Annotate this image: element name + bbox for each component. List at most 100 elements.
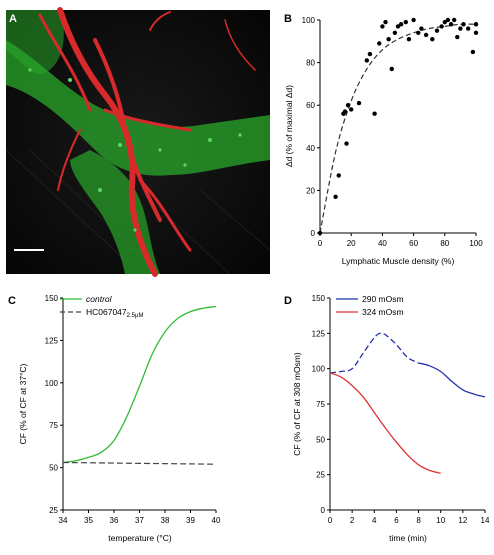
chart-b-point [403,19,408,25]
chart-b-point [317,230,323,236]
chart-c-series-control [62,305,217,464]
chart-b-xlabel: Lymphatic Muscle density (%) [342,256,455,266]
chart-c-legend-control: control [86,294,113,304]
chart-b-point [466,26,471,31]
d-ytick-label: 75 [316,400,325,409]
b-ytick-label: 100 [302,16,316,25]
c-xtick-label: 34 [59,516,68,525]
d-ytick-label: 125 [312,329,326,338]
chart-b-point [345,103,351,108]
chart-c-ylabel: CF (% of CF at 37°C) [18,363,28,444]
chart-b-point [458,26,463,31]
d-ytick-label: 150 [312,294,326,303]
chart-b-point [372,111,377,116]
chart-b-point [377,41,382,46]
chart-b-point [349,107,354,112]
c-ytick-label: 25 [49,506,58,515]
b-xtick-label: 60 [409,239,418,248]
chart-b-point [448,22,454,27]
chart-b-point [364,58,369,63]
c-ytick-label: 100 [45,379,59,388]
chart-d-xlabel: time (min) [389,533,427,543]
chart-b-point [439,24,444,29]
chart-d-series-290-solid [418,362,486,398]
b-ytick-label: 20 [306,186,315,195]
d-xtick-label: 0 [328,516,333,525]
d-xtick-label: 14 [481,516,490,525]
chart-c-legend-hc-name: HC067047 [86,307,127,317]
b-xtick-label: 20 [347,239,356,248]
chart-b-point [419,26,424,31]
chart-b-point [406,36,412,42]
chart-b-point [423,32,429,38]
d-xtick-label: 12 [458,516,467,525]
chart-b-point [473,30,479,35]
c-xtick-label: 37 [135,516,144,525]
d-ytick-label: 0 [321,506,326,515]
c-xtick-label: 35 [84,516,93,525]
panel-label-c: C [8,295,16,307]
chart-d-series-290-dashed [329,332,419,374]
c-xtick-label: 36 [110,516,119,525]
chart-c: 25 50 75 100 125 150 34 35 36 37 38 39 40 control H… [18,294,221,543]
d-ytick-label: 100 [312,365,326,374]
b-xtick-label: 0 [318,239,323,248]
b-xtick-label: 40 [378,239,387,248]
b-xtick-label: 100 [469,239,483,248]
chart-b-point [473,22,479,27]
d-xtick-label: 10 [436,516,445,525]
d-ytick-label: 50 [316,435,325,444]
b-ytick-label: 0 [311,229,316,238]
chart-b-point [398,22,404,27]
chart-c-series-hc067047 [62,461,217,465]
chart-b-point [461,22,466,27]
chart-b-fit-curve [319,23,477,234]
d-xtick-label: 2 [350,516,355,525]
chart-b-point [392,30,398,35]
chart-c-xlabel: temperature (°C) [108,533,172,543]
b-ytick-label: 60 [306,101,315,110]
d-xtick-label: 8 [416,516,421,525]
chart-b-point [336,173,341,178]
chart-d-legend-290: 290 mOsm [362,294,404,304]
d-xtick-label: 4 [372,516,377,525]
chart-b-point [380,24,385,29]
chart-b-ylabel: Δd (% of maximal Δd) [284,85,294,167]
b-ytick-label: 40 [306,144,315,153]
chart-b: 0 20 40 60 80 100 0 20 40 60 80 100 Lymphatic Musc… [284,16,483,266]
c-ytick-label: 75 [49,421,58,430]
c-ytick-label: 150 [45,294,59,303]
d-ytick-label: 25 [316,471,325,480]
chart-b-point [445,17,451,23]
chart-b-point [434,28,440,33]
chart-d-legend-324: 324 mOsm [362,307,404,317]
chart-b-point [342,109,348,114]
b-ytick-label: 80 [306,59,315,68]
c-ytick-label: 125 [45,336,59,345]
chart-d: 0 25 50 75 100 125 150 0 2 4 6 8 10 12 14 290 mOsm 32… [292,294,490,543]
chart-c-legend-hc: HC0670472.5µM [86,307,143,319]
chart-b-point [442,19,447,25]
chart-b-point [470,49,476,55]
chart-b-point [411,17,416,23]
c-xtick-label: 39 [186,516,195,525]
panel-label-b: B [284,13,292,25]
chart-b-point [344,141,349,146]
panel-a-micrograph: A [5,7,271,277]
c-xtick-label: 38 [161,516,170,525]
chart-b-point [386,36,391,42]
d-xtick-label: 6 [394,516,399,525]
chart-b-point [367,51,373,57]
chart-b-point [383,19,388,25]
b-xtick-label: 80 [440,239,449,248]
c-ytick-label: 50 [49,464,58,473]
chart-b-point [451,17,457,23]
c-xtick-label: 40 [212,516,221,525]
panel-label-d: D [284,295,292,307]
chart-b-point [395,24,401,29]
panel-label-a: A [9,13,17,25]
chart-b-point [455,34,460,40]
chart-c-legend-hc-sub: 2.5µM [127,313,144,319]
chart-d-ylabel: CF (% of CF at 308 mOsm) [292,352,302,456]
